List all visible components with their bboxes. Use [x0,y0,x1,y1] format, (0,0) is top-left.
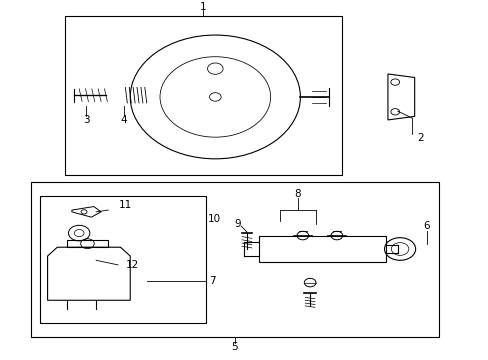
Text: 11: 11 [119,200,132,210]
Text: 10: 10 [207,214,221,224]
Text: 2: 2 [416,132,423,143]
Text: 1: 1 [200,2,206,12]
Text: 12: 12 [126,260,139,270]
Text: 6: 6 [423,221,429,231]
Text: 7: 7 [209,276,216,286]
Text: 9: 9 [233,219,240,229]
Text: 8: 8 [294,189,301,199]
Text: 3: 3 [83,115,90,125]
Text: 5: 5 [231,342,238,352]
Text: 4: 4 [121,115,127,125]
